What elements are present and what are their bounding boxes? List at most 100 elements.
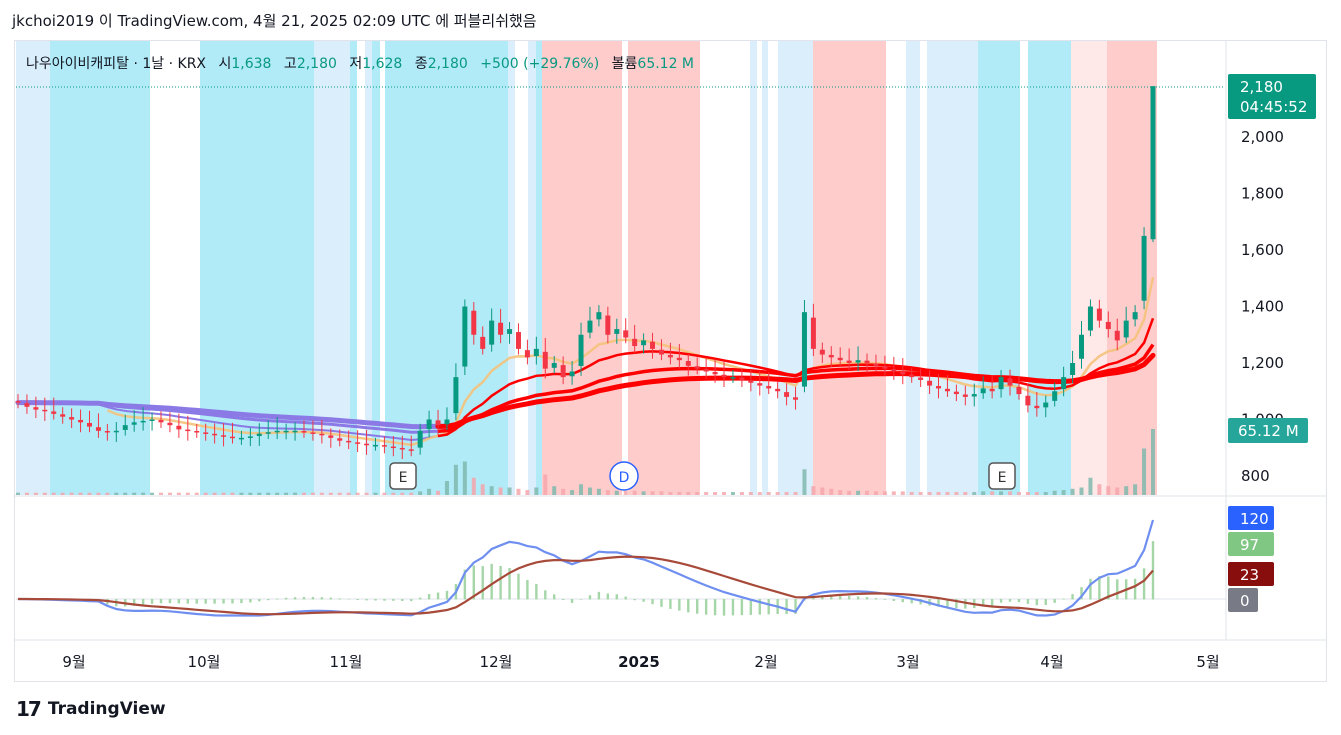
candle-body <box>355 442 361 444</box>
time-axis-label: 12월 <box>480 653 513 671</box>
osc-histogram-bar <box>570 599 574 603</box>
volume-bar <box>346 492 351 495</box>
osc-histogram-bar <box>347 598 350 600</box>
osc-histogram-bar <box>946 599 949 608</box>
osc-histogram-bar <box>410 599 413 602</box>
candle-body <box>784 392 790 397</box>
volume-bar <box>802 469 807 495</box>
volume-bar <box>480 484 485 495</box>
volume-bar <box>150 492 155 495</box>
osc-histogram-bar <box>311 596 315 600</box>
osc-histogram-bar <box>1053 599 1056 603</box>
candle-body <box>614 329 620 334</box>
candle-body <box>605 315 611 335</box>
candle-body <box>1087 306 1093 331</box>
candle-body <box>1096 308 1102 321</box>
band-1 <box>50 41 150 495</box>
osc-histogram-bar <box>374 599 377 601</box>
volume-bar <box>865 490 870 495</box>
osc-histogram-bar <box>1071 594 1074 600</box>
osc-histogram-bar <box>874 598 878 600</box>
candle-body <box>113 430 119 433</box>
band-9 <box>528 41 536 495</box>
candle-body <box>712 371 718 375</box>
volume-bar <box>936 492 941 495</box>
event-marker-d[interactable]: D <box>609 461 639 491</box>
band-11 <box>542 41 622 495</box>
osc-histogram-bar <box>606 593 610 600</box>
candle-body <box>1007 378 1013 386</box>
volume-bar <box>900 491 905 495</box>
candle-body <box>578 334 584 366</box>
osc-histogram-bar <box>758 599 761 615</box>
published-by: jkchoi2019 이 TradingView.com, 4월 21, 202… <box>12 12 537 30</box>
volume-bar <box>114 492 119 495</box>
candle-body <box>167 422 173 426</box>
volume-bar <box>1133 484 1138 495</box>
volume-bar <box>221 492 226 495</box>
time-axis-label: 4월 <box>1040 653 1063 671</box>
osc-histogram-bar <box>713 599 717 616</box>
legend-open-label: 시 <box>218 56 232 72</box>
candle-body <box>390 446 396 449</box>
candlesticks <box>15 86 1156 460</box>
osc-histogram-bar <box>722 599 726 616</box>
candle-body <box>185 429 191 432</box>
volume-bar <box>141 492 146 495</box>
volume-bar <box>1034 492 1039 495</box>
volume-bar <box>507 487 512 495</box>
volume-bar <box>1016 492 1021 495</box>
volume-bar <box>873 491 878 495</box>
band-20 <box>1028 41 1071 495</box>
osc-histogram-bar <box>365 599 368 601</box>
chart-frame[interactable] <box>14 40 1327 682</box>
candle-body <box>319 433 325 436</box>
osc-histogram-bar <box>865 597 869 600</box>
candle-body <box>301 431 307 433</box>
candle-body <box>15 401 21 403</box>
svg-text:E: E <box>998 470 1007 486</box>
volume-bar <box>355 492 360 495</box>
price-tick-label: 1,600 <box>1241 241 1284 259</box>
volume-bar <box>266 492 271 495</box>
osc-histogram-bar <box>472 565 475 600</box>
candle-body <box>748 380 754 383</box>
volume-bar <box>69 492 74 495</box>
volume-bar <box>176 492 181 495</box>
event-marker-e2[interactable]: E <box>988 462 1016 490</box>
volume-bar <box>713 492 718 495</box>
band-13 <box>750 41 757 495</box>
candle-body <box>944 388 950 392</box>
volume-bar <box>793 492 798 495</box>
osc-histogram-bar <box>669 599 672 609</box>
osc-histogram-bar <box>401 599 404 601</box>
candle-body <box>1025 395 1031 406</box>
candle-body <box>33 407 39 410</box>
osc-histogram-bar <box>553 594 556 600</box>
osc-badge-2: 23 <box>1228 562 1274 586</box>
volume-bar <box>444 481 449 495</box>
event-marker-e1[interactable]: E <box>389 462 417 490</box>
osc-histogram-bar <box>1089 578 1092 600</box>
volume-bar <box>838 490 843 495</box>
osc-histogram-bar <box>258 599 261 602</box>
footer-brand[interactable]: 17 TradingView <box>16 697 166 721</box>
volume-bar <box>847 490 852 495</box>
volume-bar <box>194 492 199 495</box>
volume-bar <box>918 492 923 495</box>
candle-body <box>140 420 146 423</box>
volume-bar <box>319 492 324 495</box>
volume-bar <box>87 492 92 495</box>
volume-bar <box>677 492 682 495</box>
candle-body <box>533 348 539 357</box>
last-price-value: 2,180 <box>1240 78 1283 96</box>
candle-body <box>1114 330 1120 341</box>
osc-histogram-bar <box>302 596 306 600</box>
osc-histogram-bar <box>981 599 985 607</box>
volume-bar <box>552 486 557 495</box>
candle-body <box>372 444 378 447</box>
band-0 <box>16 41 50 495</box>
volume-bar <box>543 474 548 495</box>
volume-bar <box>212 492 217 495</box>
